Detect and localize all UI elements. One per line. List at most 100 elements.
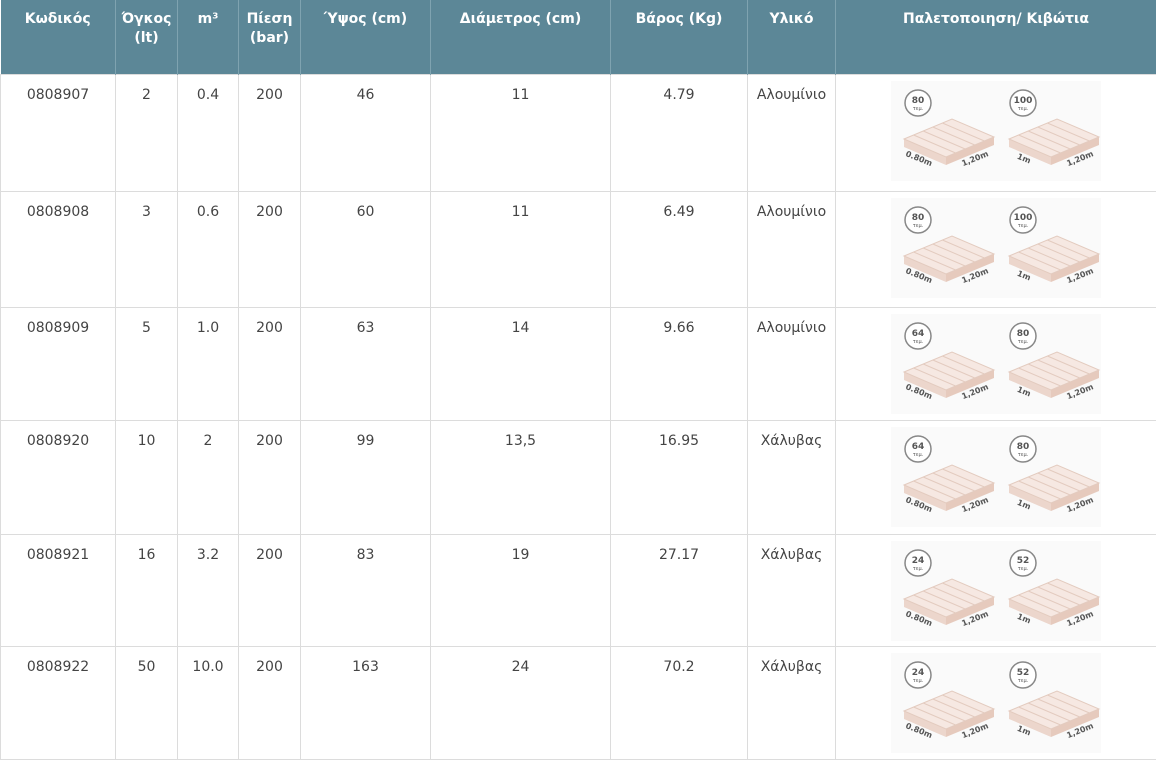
pallet-unit: τεμ. bbox=[913, 566, 924, 572]
table-cell: 200 bbox=[239, 192, 301, 308]
table-cell: 163 bbox=[301, 647, 431, 760]
table-cell: 200 bbox=[239, 647, 301, 760]
pallet-count: 64 bbox=[912, 442, 925, 452]
pallet-count: 100 bbox=[1014, 96, 1033, 106]
table-cell: 14 bbox=[431, 308, 611, 421]
table-cell: 200 bbox=[239, 75, 301, 192]
column-header: Όγκος (lt) bbox=[116, 0, 178, 75]
pallet-count: 80 bbox=[912, 96, 925, 106]
table-cell: 0808921 bbox=[1, 535, 116, 647]
table-cell: 1.0 bbox=[178, 308, 239, 421]
pallet-unit: τεμ. bbox=[1018, 452, 1029, 458]
pallet-unit: τεμ. bbox=[913, 678, 924, 684]
column-header: Παλετοποιηση/ Κιβώτια bbox=[836, 0, 1156, 75]
column-header: Υλικό bbox=[748, 0, 836, 75]
table-cell: Αλουμίνιο bbox=[748, 192, 836, 308]
pallet-count: 64 bbox=[912, 329, 925, 339]
table-cell: 3 bbox=[116, 192, 178, 308]
pallet-unit: τεμ. bbox=[1018, 339, 1029, 345]
table-cell: Αλουμίνιο bbox=[748, 75, 836, 192]
table-cell: 46 bbox=[301, 75, 431, 192]
pallet-unit: τεμ. bbox=[1018, 106, 1029, 112]
pallet-unit: τεμ. bbox=[1018, 678, 1029, 684]
pallet-count: 24 bbox=[912, 556, 925, 566]
pallet-unit: τεμ. bbox=[913, 452, 924, 458]
table-cell: 60 bbox=[301, 192, 431, 308]
table-cell: 9.66 bbox=[611, 308, 748, 421]
table-cell: 200 bbox=[239, 421, 301, 535]
table-cell: 3.2 bbox=[178, 535, 239, 647]
table-cell: 16 bbox=[116, 535, 178, 647]
pallet-unit: τεμ. bbox=[913, 106, 924, 112]
table-cell: 0808907 bbox=[1, 75, 116, 192]
table-cell: 11 bbox=[431, 75, 611, 192]
table-cell: 200 bbox=[239, 308, 301, 421]
table-cell: 24 bbox=[431, 647, 611, 760]
column-header: m³ bbox=[178, 0, 239, 75]
table-cell: 2 bbox=[116, 75, 178, 192]
pallet-count: 100 bbox=[1014, 213, 1033, 223]
pallet-count: 24 bbox=[912, 668, 925, 678]
table-cell: 0.4 bbox=[178, 75, 239, 192]
table-cell: Χάλυβας bbox=[748, 647, 836, 760]
table-cell: 19 bbox=[431, 535, 611, 647]
table-cell: 200 bbox=[239, 535, 301, 647]
table-cell: 83 bbox=[301, 535, 431, 647]
pallet-unit: τεμ. bbox=[1018, 223, 1029, 229]
pallet-count: 80 bbox=[1017, 329, 1030, 339]
pallet-count: 80 bbox=[1017, 442, 1030, 452]
table-cell: 0808909 bbox=[1, 308, 116, 421]
table-cell: 63 bbox=[301, 308, 431, 421]
column-header: Κωδικός bbox=[1, 0, 116, 75]
table-cell: 50 bbox=[116, 647, 178, 760]
column-header: Πίεση (bar) bbox=[239, 0, 301, 75]
table-cell: Αλουμίνιο bbox=[748, 308, 836, 421]
pallet-count: 80 bbox=[912, 213, 925, 223]
pallet-unit: τεμ. bbox=[1018, 566, 1029, 572]
column-header: Ύψος (cm) bbox=[301, 0, 431, 75]
pallet-unit: τεμ. bbox=[913, 223, 924, 229]
table-cell: 0.6 bbox=[178, 192, 239, 308]
table-cell: 10.0 bbox=[178, 647, 239, 760]
table-cell: 16.95 bbox=[611, 421, 748, 535]
table-cell: 99 bbox=[301, 421, 431, 535]
table-cell: 27.17 bbox=[611, 535, 748, 647]
column-header: Διάμετρος (cm) bbox=[431, 0, 611, 75]
column-header: Βάρος (Kg) bbox=[611, 0, 748, 75]
table-cell: 5 bbox=[116, 308, 178, 421]
table-cell: 2 bbox=[178, 421, 239, 535]
table-cell: 0808908 bbox=[1, 192, 116, 308]
table-cell: 10 bbox=[116, 421, 178, 535]
table-cell: 6.49 bbox=[611, 192, 748, 308]
table-cell: 0808920 bbox=[1, 421, 116, 535]
table-cell: 4.79 bbox=[611, 75, 748, 192]
table-cell: 0808922 bbox=[1, 647, 116, 760]
pallet-count: 52 bbox=[1017, 556, 1030, 566]
table-cell: Χάλυβας bbox=[748, 535, 836, 647]
pallet-unit: τεμ. bbox=[913, 339, 924, 345]
pallet-count: 52 bbox=[1017, 668, 1030, 678]
table-cell: Χάλυβας bbox=[748, 421, 836, 535]
table-cell: 13,5 bbox=[431, 421, 611, 535]
